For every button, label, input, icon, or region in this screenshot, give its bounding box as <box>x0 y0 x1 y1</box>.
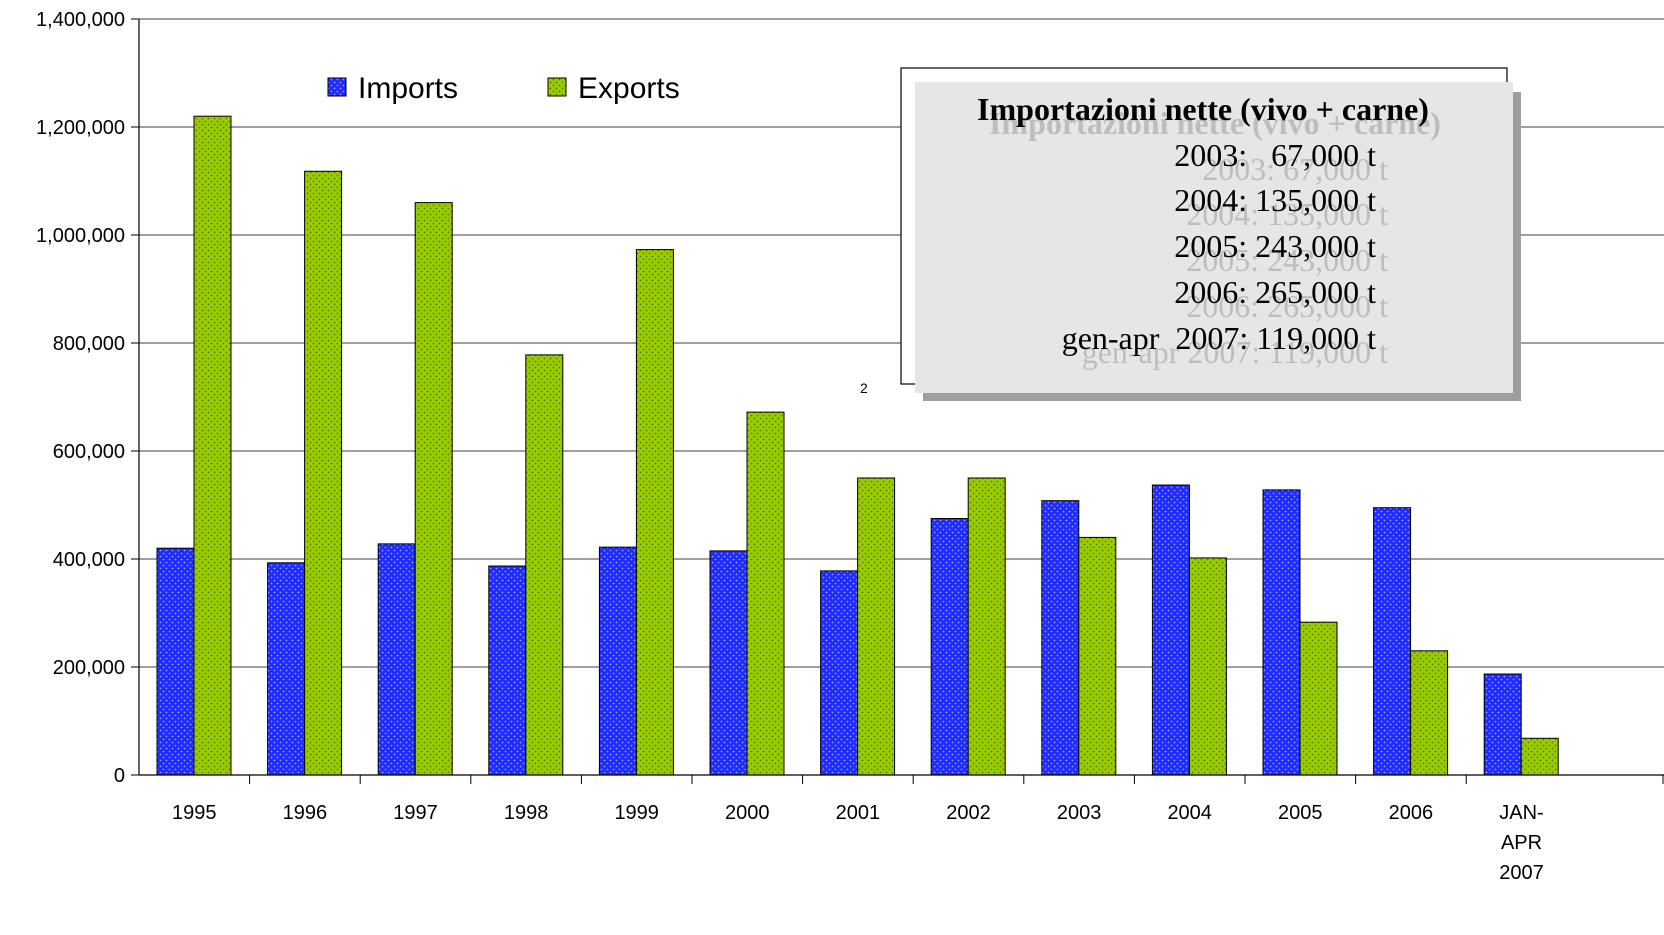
y-tick-label: 400,000 <box>53 549 125 571</box>
bar-imports-2002 <box>930 518 969 776</box>
x-tick-label: JAN- <box>1499 802 1543 824</box>
x-tick-label: 2000 <box>725 802 770 824</box>
bars <box>156 115 1559 776</box>
bar-exports-2001 <box>857 477 896 776</box>
bar-imports-1997 <box>377 543 416 776</box>
bar-imports-2005 <box>1262 489 1301 776</box>
bar-imports-1995 <box>156 547 195 776</box>
annotation-line: 2006: 265,000 t <box>1174 274 1376 310</box>
annotation-text: Importazioni nette (vivo + carne) 2003: 6… <box>977 91 1429 356</box>
stray-superscript-mark: 2 <box>860 380 868 396</box>
annotation-line-ghost: 2005: 243,000 t <box>1186 242 1388 278</box>
x-tick-label: 2006 <box>1389 802 1434 824</box>
bar-exports-2006 <box>1410 650 1449 776</box>
annotation-title-ghost: Importazioni nette (vivo + carne) <box>989 105 1441 141</box>
annotation-ghost-text: Importazioni nette (vivo + carne)2003: 6… <box>989 105 1441 370</box>
bar-exports-1997 <box>414 202 453 776</box>
annotation-title: Importazioni nette (vivo + carne) <box>977 91 1429 127</box>
x-tick-label: 1998 <box>504 802 549 824</box>
bar-exports-1995 <box>193 115 232 776</box>
x-tick-label: 2002 <box>946 802 991 824</box>
annotation-line: 2005: 243,000 t <box>1174 228 1376 264</box>
y-tick-label: 200,000 <box>53 657 125 679</box>
bar-imports-2001 <box>820 570 859 776</box>
bar-imports-1998 <box>488 565 527 776</box>
x-tick-label: 2004 <box>1167 802 1212 824</box>
y-tick-label: 1,400,000 <box>36 9 125 31</box>
bar-exports-1998 <box>525 354 564 776</box>
x-tick-label: APR <box>1501 832 1542 854</box>
annotation-box-panel <box>915 82 1513 393</box>
bar-exports-2000 <box>746 411 785 776</box>
x-tick-label: 1997 <box>393 802 438 824</box>
x-tick-label: 2001 <box>836 802 881 824</box>
annotation-box: Importazioni nette (vivo + carne)2003: 6… <box>900 67 1521 401</box>
x-tick-label: 2003 <box>1057 802 1102 824</box>
annotation-line-ghost: 2004: 135,000 t <box>1186 196 1388 232</box>
legend-swatch-exports <box>547 77 567 97</box>
bar-exports-2004 <box>1188 557 1227 776</box>
bar-imports-2004 <box>1151 484 1190 776</box>
axes <box>131 18 1664 784</box>
bar-exports-1996 <box>304 170 343 776</box>
legend: Imports Exports <box>327 72 680 105</box>
y-tick-label: 1,200,000 <box>36 117 125 139</box>
annotation-line-ghost: gen-apr 2007: 119,000 t <box>1082 334 1388 370</box>
bar-exports-2005 <box>1299 621 1338 776</box>
annotation-line-ghost: 2003: 67,000 t <box>1202 151 1388 187</box>
legend-label-imports: Imports <box>358 72 458 105</box>
y-tick-label: 600,000 <box>53 441 125 463</box>
bar-imports-2006 <box>1373 507 1412 776</box>
y-tick-labels: 0 200,000 400,000 600,000 800,000 1,000,000 1,… <box>36 9 125 787</box>
annotation-line: gen-apr 2007: 119,000 t <box>1062 320 1376 356</box>
bar-imports-2000 <box>709 550 748 776</box>
bar-imports-jan-apr-2007 <box>1483 673 1522 776</box>
y-tick-label: 1,000,000 <box>36 225 125 247</box>
legend-label-exports: Exports <box>578 72 680 105</box>
bar-exports-2003 <box>1078 536 1117 776</box>
bar-imports-1999 <box>598 546 637 776</box>
y-tick-label: 800,000 <box>53 333 125 355</box>
x-tick-label: 1996 <box>283 802 328 824</box>
x-tick-labels: 1995 1996 1997 1998 1999 2000 2001 2002 2003 2004… <box>172 802 1544 884</box>
bar-exports-1999 <box>635 249 674 776</box>
bar-exports-2002 <box>967 477 1006 776</box>
x-tick-label: 2005 <box>1278 802 1323 824</box>
x-tick-label: 1995 <box>172 802 217 824</box>
legend-swatch-imports <box>327 77 347 97</box>
bar-imports-1996 <box>267 562 306 776</box>
x-tick-label: 2007 <box>1499 862 1544 884</box>
bar-imports-2003 <box>1041 500 1080 776</box>
y-tick-label: 0 <box>114 765 125 787</box>
x-tick-label: 1999 <box>614 802 659 824</box>
annotation-line: 2004: 135,000 t <box>1174 182 1376 218</box>
annotation-line: 2003: 67,000 t <box>1174 137 1376 173</box>
bar-exports-jan-apr-2007 <box>1520 737 1559 776</box>
annotation-line-ghost: 2006: 265,000 t <box>1186 288 1388 324</box>
